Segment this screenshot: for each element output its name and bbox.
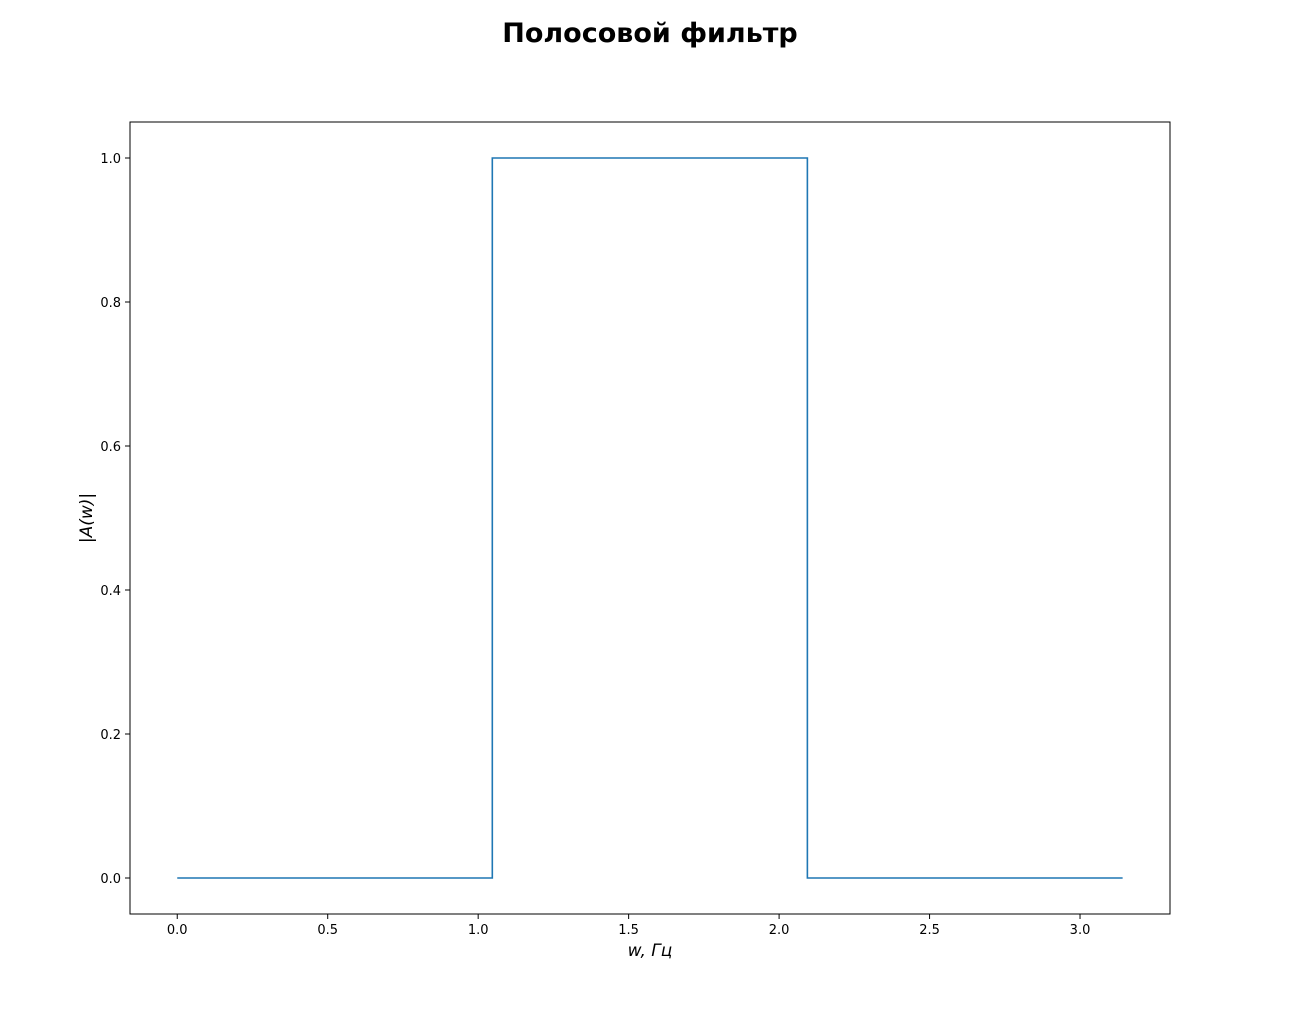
chart-title: Полосовой фильтр: [502, 18, 798, 49]
plot-frame: [129, 121, 1171, 915]
x-tick-label: 0.5: [317, 923, 338, 938]
x-tick-label: 2.0: [769, 923, 790, 938]
series-line-0: [177, 157, 1123, 879]
y-tick-label: 1.0: [100, 152, 121, 167]
x-tick-label: 1.5: [618, 923, 639, 938]
y-axis-ticks: 0.0 0.2 0.4 0.6 0.8 1.0: [100, 152, 130, 887]
x-tick-label: 3.0: [1070, 923, 1091, 938]
plot-area: [130, 122, 1170, 914]
x-tick-label: 0.0: [167, 923, 188, 938]
y-axis-label: |A(w)|: [77, 493, 97, 543]
series-layer: [177, 157, 1123, 879]
x-axis-ticks: 0.0 0.5 1.0 1.5 2.0 2.5 3.0: [167, 914, 1090, 938]
x-tick-label: 1.0: [468, 923, 489, 938]
y-tick-label: 0.8: [100, 296, 121, 311]
x-tick-label: 2.5: [919, 923, 940, 938]
x-axis-label: w, Гц: [628, 941, 673, 961]
y-tick-label: 0.2: [100, 728, 121, 743]
y-tick-label: 0.6: [100, 440, 121, 455]
y-tick-label: 0.4: [100, 584, 121, 599]
y-tick-label: 0.0: [100, 872, 121, 887]
